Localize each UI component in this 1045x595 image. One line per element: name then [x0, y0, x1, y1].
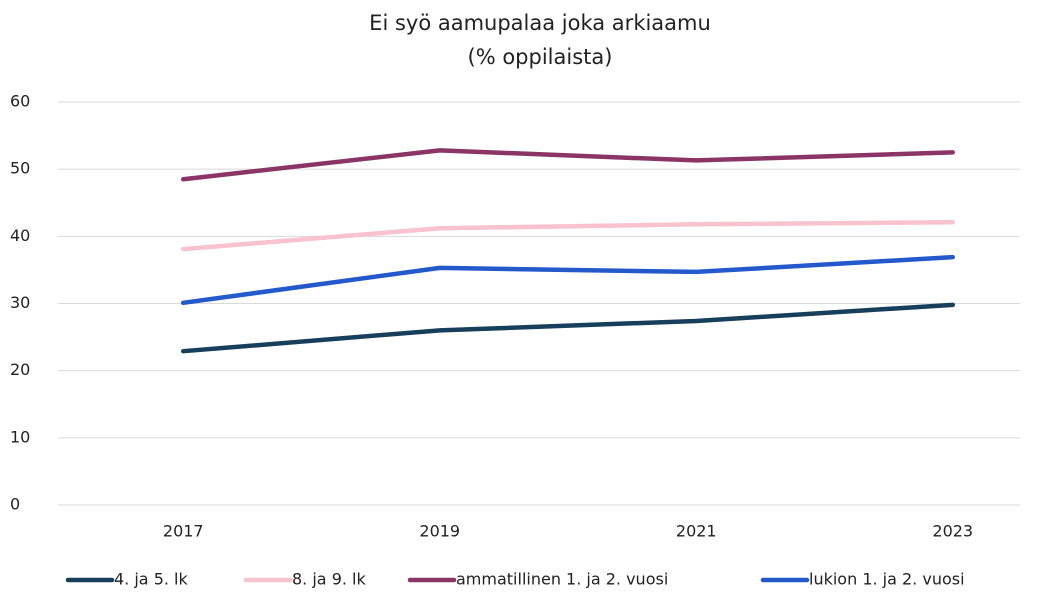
y-tick-label: 30 — [10, 293, 30, 312]
y-tick-label: 60 — [10, 92, 30, 111]
series-line — [181, 148, 955, 182]
y-tick-label: 40 — [10, 226, 30, 245]
series-line — [181, 254, 955, 306]
series-line — [181, 219, 955, 252]
y-tick-label: 20 — [10, 360, 30, 379]
chart-subtitle: (% oppilaista) — [468, 45, 613, 69]
x-tick-label: 2023 — [932, 522, 973, 541]
x-tick-label: 2017 — [163, 522, 204, 541]
chart-title: Ei syö aamupalaa joka arkiaamu — [369, 11, 711, 35]
y-tick-label: 0 — [10, 495, 20, 514]
y-tick-label: 50 — [10, 159, 30, 178]
legend-label: lukion 1. ja 2. vuosi — [809, 570, 965, 589]
legend-label: ammatillinen 1. ja 2. vuosi — [456, 570, 668, 589]
y-tick-label: 10 — [10, 427, 30, 446]
x-tick-label: 2021 — [676, 522, 717, 541]
legend-label: 4. ja 5. lk — [114, 570, 188, 589]
legend-label: 8. ja 9. lk — [292, 570, 366, 589]
x-tick-label: 2019 — [419, 522, 460, 541]
series-line — [181, 302, 955, 354]
